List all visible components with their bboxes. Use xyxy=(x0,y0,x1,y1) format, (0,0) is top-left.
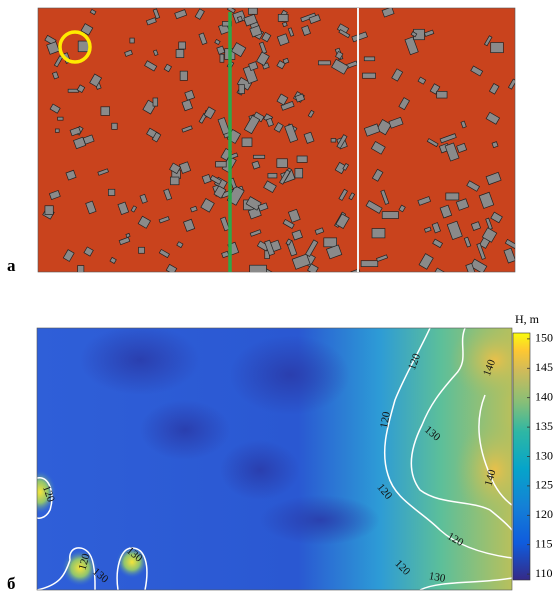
building xyxy=(108,189,114,195)
building xyxy=(250,265,267,274)
panel-label: б xyxy=(7,574,16,593)
colorbar-tick-label: 130 xyxy=(535,448,553,462)
building xyxy=(361,261,378,267)
building xyxy=(45,206,53,215)
building xyxy=(242,138,252,146)
building xyxy=(364,57,374,61)
building xyxy=(372,229,385,238)
colorbar-title: H, m xyxy=(515,312,540,326)
building xyxy=(180,71,187,80)
building xyxy=(248,8,257,14)
colorbar-tick-label: 150 xyxy=(535,331,553,345)
building xyxy=(282,22,287,27)
colorbar-tick-label: 140 xyxy=(535,389,553,403)
building xyxy=(318,61,330,65)
building xyxy=(331,139,336,143)
building xyxy=(78,266,84,273)
colorbar-tick-label: 145 xyxy=(535,360,553,374)
colorbar-tick-label: 135 xyxy=(535,419,553,433)
panel-label: а xyxy=(7,256,16,275)
building xyxy=(179,42,186,49)
building xyxy=(295,169,303,178)
building xyxy=(220,54,224,62)
building xyxy=(130,38,134,43)
building xyxy=(58,117,64,120)
building xyxy=(268,173,277,178)
height-map xyxy=(24,320,540,590)
building xyxy=(101,107,110,116)
building xyxy=(176,50,184,58)
building xyxy=(126,233,130,237)
colorbar-tick-label: 125 xyxy=(535,478,553,492)
building xyxy=(78,41,89,52)
building xyxy=(239,85,245,94)
building xyxy=(382,212,398,219)
panel-a: а xyxy=(7,6,517,281)
building xyxy=(446,193,459,200)
building xyxy=(55,129,59,132)
building xyxy=(112,123,117,129)
figure: а 120 140 xyxy=(0,0,557,593)
building xyxy=(297,156,307,162)
colorbar-ticks: 110 115 120 125 130 135 140 145 150 xyxy=(527,331,553,580)
building xyxy=(153,98,158,106)
building xyxy=(278,14,288,21)
colorbar-tick-label: 110 xyxy=(535,566,553,580)
colorbar-tick-label: 120 xyxy=(535,507,553,521)
colorbar-tick-label: 115 xyxy=(535,536,553,550)
building xyxy=(139,247,145,253)
building xyxy=(362,73,375,78)
building xyxy=(170,177,179,185)
building xyxy=(324,238,337,247)
building xyxy=(277,159,288,168)
building xyxy=(437,91,447,98)
building xyxy=(216,162,227,167)
page: {"panels": [ {"label": "а"}, {"label": "… xyxy=(0,0,557,593)
building xyxy=(491,43,504,53)
building xyxy=(253,155,264,158)
